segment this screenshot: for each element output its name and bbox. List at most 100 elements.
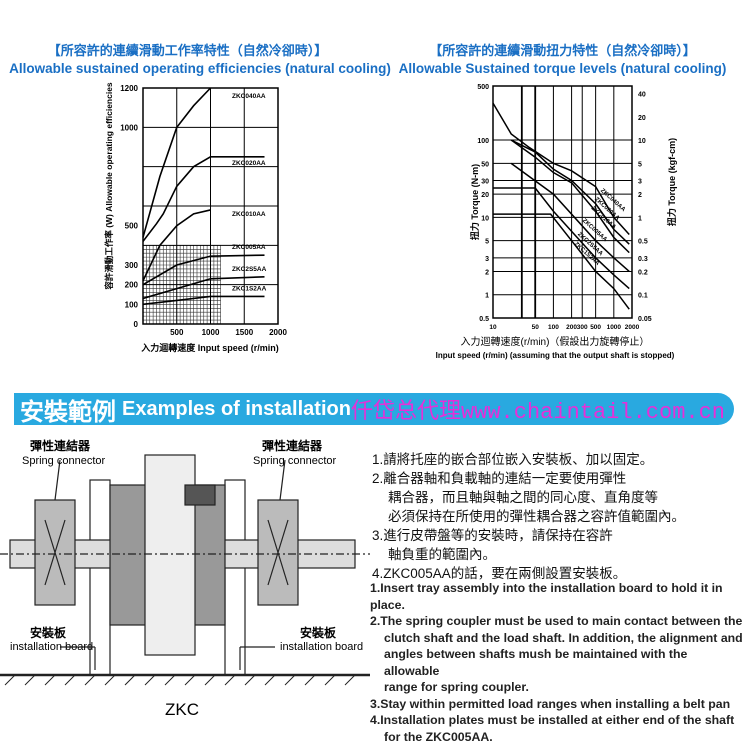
- step-en: 4.Installation plates must be installed …: [370, 713, 735, 727]
- series-label: ZKC1S2AA: [232, 286, 267, 293]
- y-tick-label: 50: [481, 161, 489, 168]
- step-en: 3.Stay within permitted load ranges when…: [370, 696, 731, 711]
- board-label-right-en: installation board: [280, 641, 363, 653]
- x-axis-label: 入力迴轉速度 Input speed (r/min): [140, 342, 279, 353]
- step-cn: 必須保持在所使用的彈性耦合器之容許值範圍內。: [388, 509, 685, 524]
- series-line-zkc020aa: [142, 156, 265, 242]
- y-tick-label: 1: [485, 293, 489, 300]
- x-tick-label: 2000: [625, 324, 640, 331]
- watermark-link[interactable]: 仟岱总代理www.chaintail.com.cn: [350, 400, 725, 425]
- y-right-tick-label: 5: [638, 161, 642, 168]
- x-tick-label: 500: [170, 328, 184, 337]
- step-cn: 1.請將托座的嵌合部位嵌入安裝板、加以固定。: [372, 452, 654, 467]
- right-chart-title-en: Allowable Sustained torque levels (natur…: [398, 61, 727, 76]
- steps-cn: 1.請將托座的嵌合部位嵌入安裝板、加以固定。 2.離合器軸和負載軸的連結一定要使…: [372, 450, 742, 583]
- y-tick-label: 20: [481, 192, 489, 199]
- series-label: ZKC040AA: [232, 93, 266, 100]
- y-right-tick-label: 40: [638, 91, 646, 98]
- x-tick-label: 50: [532, 324, 540, 331]
- series-label: ZKC020AA: [232, 160, 266, 167]
- y-tick-label: 10: [481, 215, 489, 222]
- series-line-zkc010aa: [510, 139, 630, 254]
- y-tick-label: 5: [485, 239, 489, 246]
- spring-connector-label-right-cn: 彈性連結器: [262, 438, 323, 453]
- y-tick-label: 100: [125, 300, 139, 309]
- step-en: 1.Insert tray assembly into the installa…: [370, 581, 723, 612]
- torque-chart: 0.5 1 2 3 5 10 20 30 50 100 500 0.05 0.1 0.2 0.3 0.5 1 2 3…: [436, 84, 677, 360]
- x-tick-label: 200: [566, 324, 577, 331]
- step-en: for the ZKC005AA.: [384, 729, 493, 744]
- series-line-zkc010aa: [142, 209, 211, 282]
- plot-frame: [492, 85, 633, 319]
- y-right-tick-label: 2: [638, 192, 642, 199]
- y-tick-label: 2: [485, 269, 489, 276]
- x-tick-label: 1000: [202, 328, 220, 337]
- y-tick-label: 1200: [120, 84, 138, 93]
- series-line-zkc040aa: [142, 87, 212, 238]
- board-label-left-cn: 安裝板: [30, 625, 67, 640]
- x-tick-label: 300: [577, 324, 588, 331]
- y-right-tick-label: 3: [638, 178, 642, 185]
- y-tick-label: 30: [481, 178, 489, 185]
- x-axis-label: 入力迴轉速度(r/min)（假設出力旋轉停止）: [461, 335, 650, 348]
- step-cn: 4.ZKC005AA的話，要在兩側設置安裝板。: [372, 566, 627, 581]
- series-label: ZKC005AA: [232, 244, 266, 251]
- y-right-tick-label: 0.05: [638, 316, 652, 323]
- y-right-tick-label: 0.5: [638, 239, 648, 246]
- series-line-zkc020aa: [510, 139, 630, 245]
- step-cn: 耦合器，而且軸與軸之間的同心度、直角度等: [388, 490, 658, 505]
- spring-connector-label-left-cn: 彈性連結器: [30, 438, 91, 453]
- y-right-tick-label: 0.3: [638, 256, 648, 263]
- x-tick-label: 100: [548, 324, 559, 331]
- y-axis-label: 扭力 Torque (N-m): [469, 164, 480, 240]
- x-tick-label: 10: [489, 324, 497, 331]
- left-chart-title-en: Allowable sustained operating efficienci…: [9, 61, 391, 76]
- y-tick-label: 3: [485, 256, 489, 263]
- step-cn: 3.進行皮帶盤等的安裝時，請保持在容許: [372, 528, 613, 543]
- x-tick-label: 1000: [607, 324, 622, 331]
- steps-en: 1.Insert tray assembly into the installa…: [370, 580, 745, 745]
- board-label-right-cn: 安裝板: [300, 625, 337, 640]
- installation-banner: 安裝範例 Examples of installation 仟岱总代理www.c…: [14, 393, 734, 426]
- series-line-zkc2s5aa: [142, 276, 265, 300]
- series-line-zkc005aa: [142, 254, 265, 286]
- series-line-zkc005aa: [510, 162, 630, 273]
- series-line-zkc1s2aa: [142, 295, 265, 306]
- step-en: angles between shafts mush be maintained…: [384, 647, 688, 678]
- y-tick-label: 500: [477, 84, 489, 91]
- y-axis-label: 容許滑動工作率 (W) Allowable operating efficien…: [104, 82, 114, 291]
- y-tick-label: 200: [125, 281, 139, 290]
- y-tick-label: 0.5: [479, 316, 489, 323]
- series-label: ZKC2S5AA: [232, 266, 267, 273]
- step-cn: 2.離合器軸和負載軸的連結一定要使用彈性: [372, 471, 627, 486]
- y-tick-label: 300: [125, 261, 139, 270]
- x-tick-label: 2000: [269, 328, 287, 337]
- series-label: ZKC010AA: [232, 211, 266, 218]
- y-right-tick-label: 20: [638, 115, 646, 122]
- series-line-zkc040aa: [492, 102, 630, 236]
- step-cn: 軸負重的範圍內。: [388, 547, 496, 562]
- y-right-tick-label: 0.2: [638, 269, 648, 276]
- x-tick-label: 1500: [235, 328, 253, 337]
- banner-title-cn: 安裝範例: [20, 398, 116, 426]
- banner-title-en: Examples of installation: [122, 397, 351, 420]
- series-line-zkc1s2aa: [493, 213, 630, 310]
- step-en: clutch shaft and the load shaft. In addi…: [384, 630, 743, 645]
- step-en: range for spring coupler.: [384, 680, 529, 694]
- spring-connector-label-right-en: Spring connector: [253, 455, 336, 467]
- model-label: ZKC: [165, 700, 199, 719]
- step-en: 2.The spring coupler must be used to mai…: [370, 614, 743, 628]
- board-label-left-en: installation board: [10, 641, 93, 653]
- y-right-tick-label: 0.1: [638, 293, 648, 300]
- efficiency-chart: 0 100 200 300 500 1000 1200 500 1000 1500 2000 容許滑動…: [104, 82, 287, 353]
- y-right-tick-label: 10: [638, 138, 646, 145]
- y-tick-label: 1000: [120, 123, 138, 132]
- y-tick-label: 500: [125, 222, 139, 231]
- series-line-zkc2s5aa: [493, 187, 630, 290]
- y-tick-label: 100: [477, 138, 489, 145]
- spring-connector-label-left-en: Spring connector: [22, 455, 105, 467]
- x-axis-label-en: Input speed (r/min) (assuming that the o…: [436, 351, 675, 360]
- y-right-axis-label: 扭力 Torque (kgf-cm): [666, 138, 677, 226]
- installation-diagram: 彈性連結器 Spring connector 彈性連結器 Spring conn…: [0, 438, 370, 719]
- x-tick-label: 500: [590, 324, 601, 331]
